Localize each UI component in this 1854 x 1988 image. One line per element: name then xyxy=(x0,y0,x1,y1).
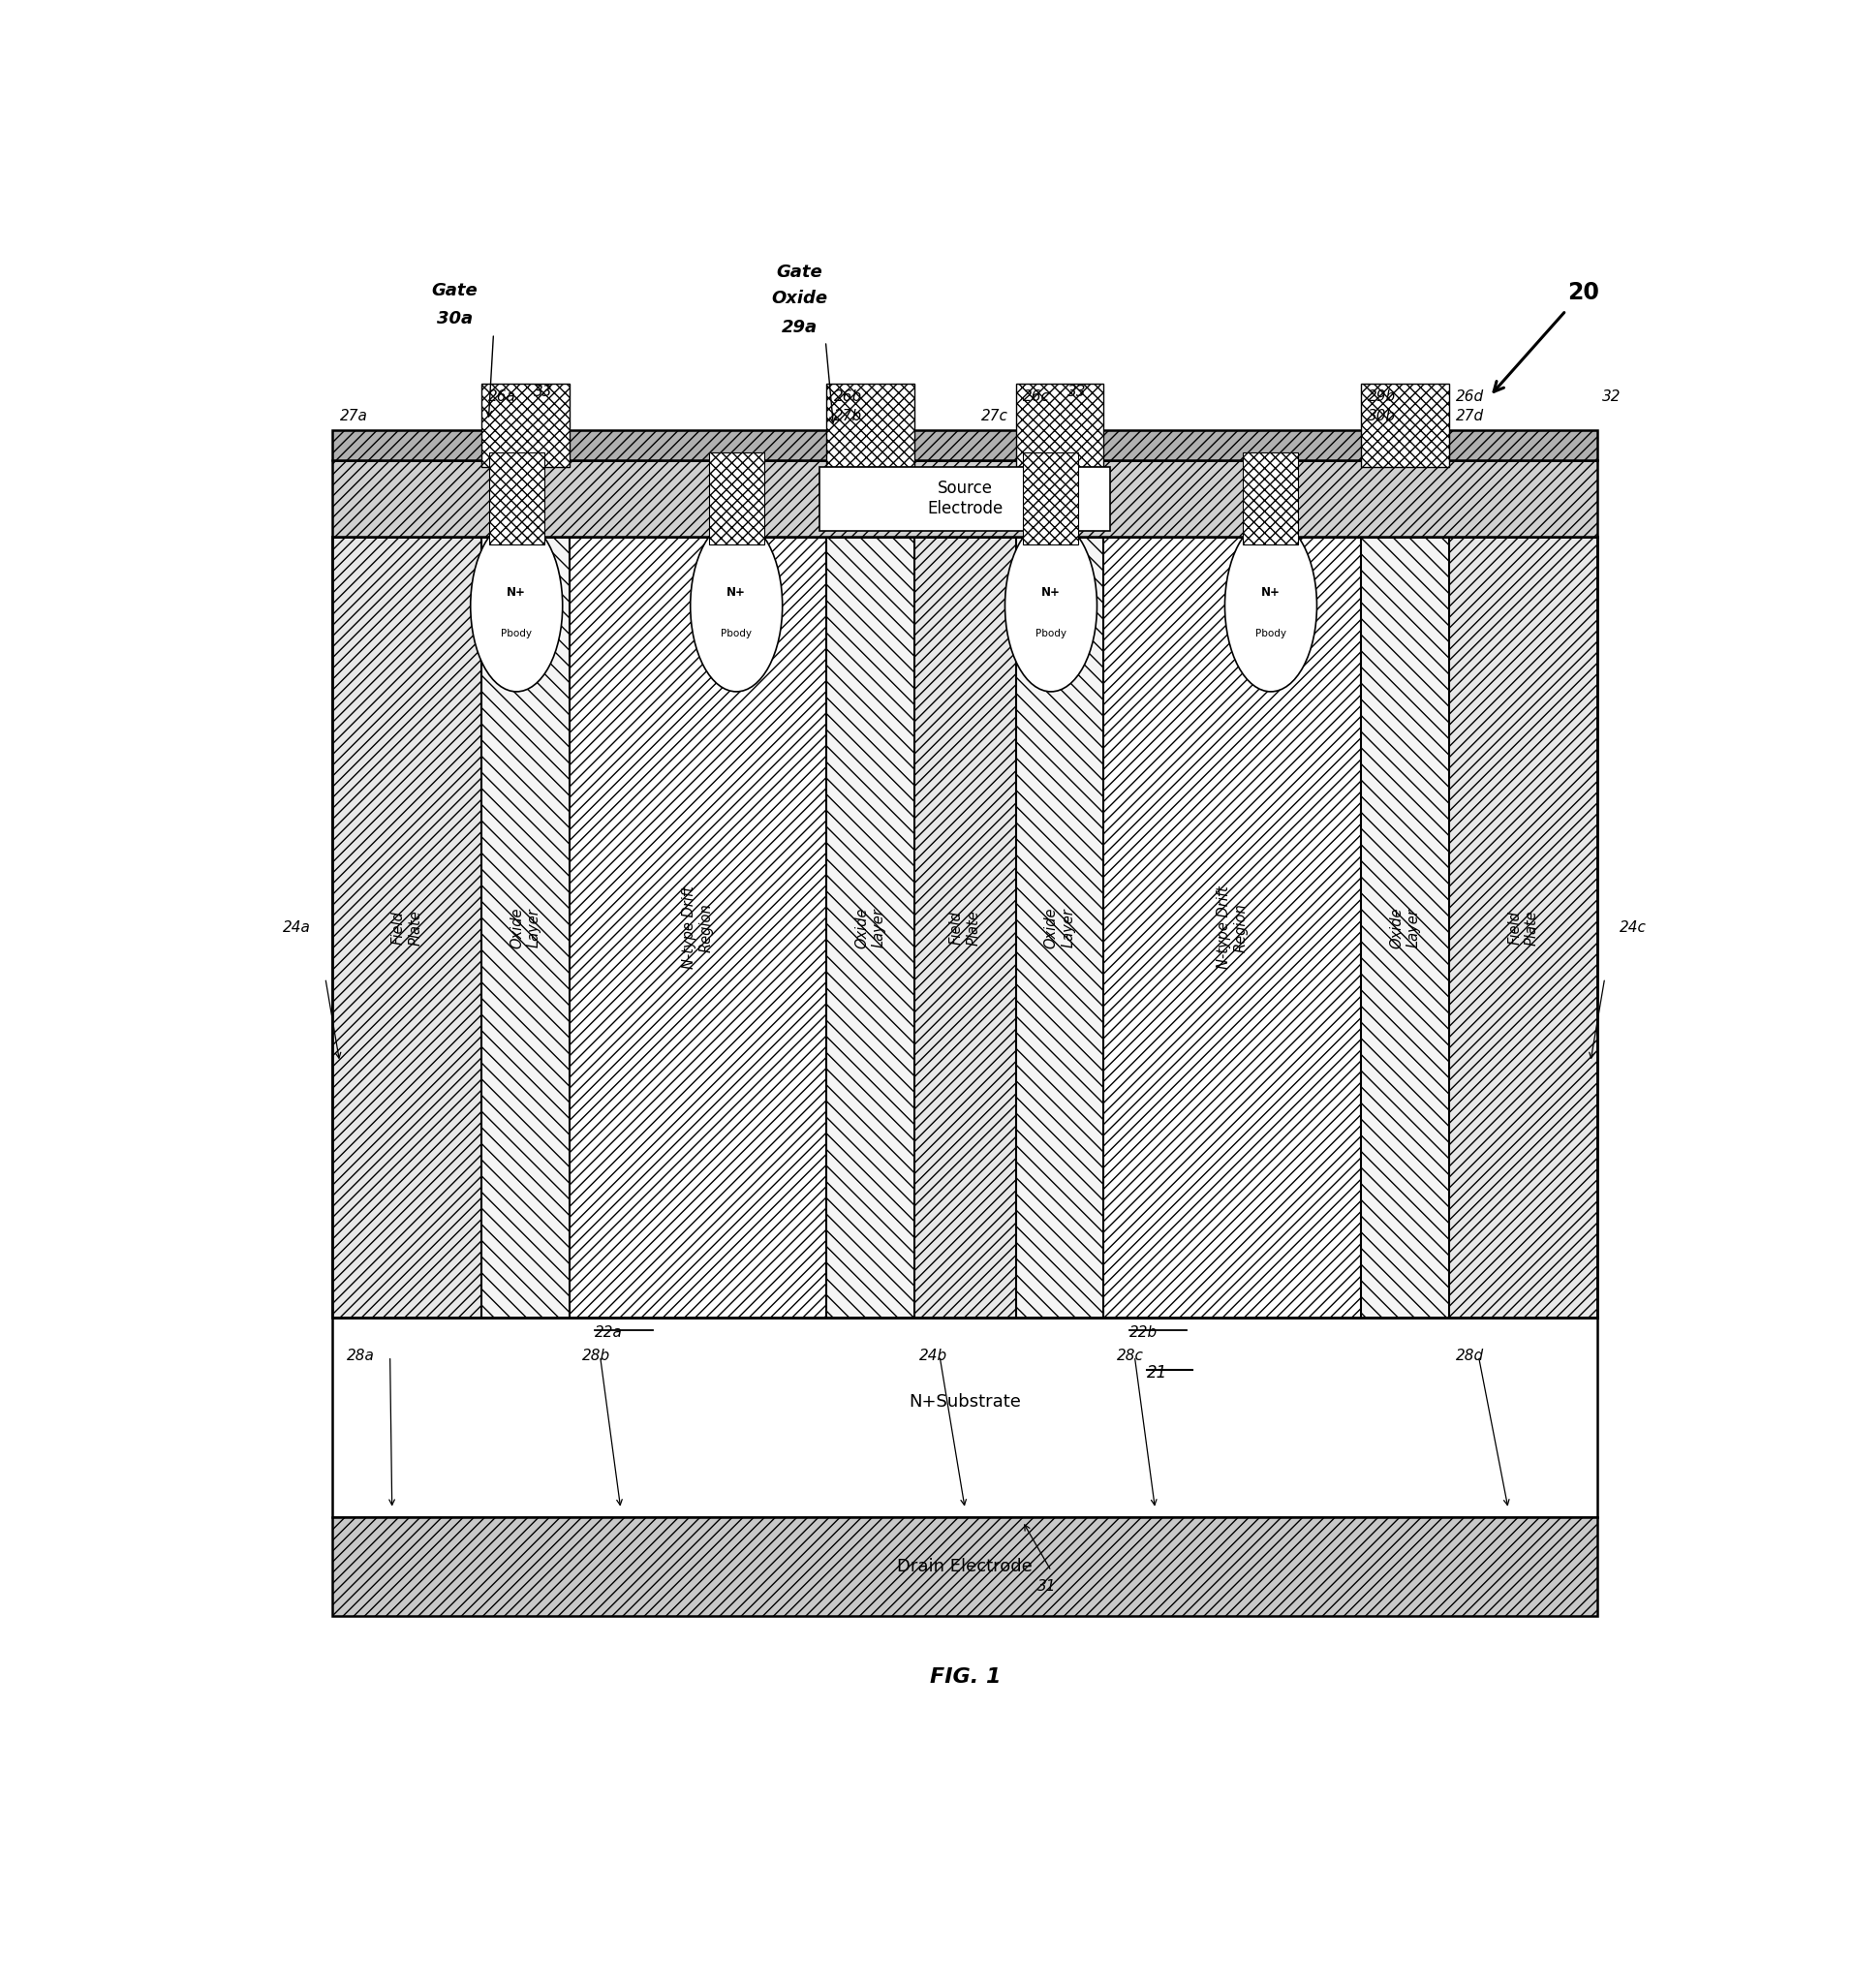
Bar xyxy=(825,384,914,467)
Text: 28b: 28b xyxy=(582,1348,610,1364)
Bar xyxy=(480,537,569,1318)
Text: Field
Plate: Field Plate xyxy=(391,911,423,944)
Text: 24b: 24b xyxy=(920,1348,947,1364)
Text: N-type Drift
Region: N-type Drift Region xyxy=(1216,887,1248,968)
Text: Drain Electrode: Drain Electrode xyxy=(897,1559,1033,1574)
Text: Field
Plate: Field Plate xyxy=(949,911,981,944)
Text: N+: N+ xyxy=(1040,586,1060,598)
Text: Gate: Gate xyxy=(432,282,478,300)
Text: Field
Plate: Field Plate xyxy=(1507,911,1539,944)
Text: Oxide
Layer: Oxide Layer xyxy=(1389,907,1420,948)
Bar xyxy=(1361,537,1448,1318)
Bar xyxy=(819,467,1111,531)
Text: 27c: 27c xyxy=(981,410,1009,423)
Text: Oxide
Layer: Oxide Layer xyxy=(855,907,886,948)
Text: 21: 21 xyxy=(1146,1364,1166,1382)
Text: 26a: 26a xyxy=(488,390,515,404)
Text: 32: 32 xyxy=(1602,390,1620,404)
Bar xyxy=(480,384,569,467)
Bar xyxy=(1361,384,1448,467)
Text: 22a: 22a xyxy=(595,1326,623,1340)
Text: Oxide
Layer: Oxide Layer xyxy=(510,907,541,948)
Text: 27d: 27d xyxy=(1455,410,1483,423)
Text: 20: 20 xyxy=(1567,280,1598,304)
Ellipse shape xyxy=(1005,521,1096,692)
Text: 29b: 29b xyxy=(1366,390,1396,404)
Bar xyxy=(332,461,1596,537)
Text: N+Substrate: N+Substrate xyxy=(908,1394,1022,1411)
Bar xyxy=(1016,384,1103,467)
Text: 22b: 22b xyxy=(1129,1326,1157,1340)
Text: 26c: 26c xyxy=(1022,390,1049,404)
Bar xyxy=(332,537,1596,1318)
Ellipse shape xyxy=(690,521,782,692)
Text: 30b: 30b xyxy=(1366,410,1396,423)
Text: 33: 33 xyxy=(1068,386,1086,400)
Text: 33: 33 xyxy=(534,386,552,400)
Bar xyxy=(1242,453,1298,545)
Text: 27a: 27a xyxy=(339,410,367,423)
Text: 26b: 26b xyxy=(832,390,862,404)
Bar xyxy=(708,453,764,545)
Text: Pbody: Pbody xyxy=(501,628,532,638)
Text: Pbody: Pbody xyxy=(1035,628,1066,638)
Text: 24a: 24a xyxy=(284,920,311,934)
Text: 26d: 26d xyxy=(1455,390,1483,404)
Text: 31: 31 xyxy=(1036,1578,1055,1594)
Bar xyxy=(1103,537,1361,1318)
Bar xyxy=(1448,537,1596,1318)
Text: N+: N+ xyxy=(1261,586,1279,598)
Text: Pbody: Pbody xyxy=(721,628,751,638)
Text: Gate: Gate xyxy=(777,264,823,282)
Ellipse shape xyxy=(471,521,562,692)
Text: FIG. 1: FIG. 1 xyxy=(929,1668,999,1688)
Text: 28c: 28c xyxy=(1116,1348,1144,1364)
Text: N+: N+ xyxy=(506,586,527,598)
Text: 30a: 30a xyxy=(436,310,473,328)
Text: 24c: 24c xyxy=(1619,920,1644,934)
Text: Oxide: Oxide xyxy=(771,290,827,308)
Text: 27b: 27b xyxy=(832,410,862,423)
Text: N+: N+ xyxy=(727,586,745,598)
Text: 28a: 28a xyxy=(347,1348,375,1364)
Bar xyxy=(332,537,480,1318)
Bar xyxy=(489,453,543,545)
Text: Source
Electrode: Source Electrode xyxy=(927,479,1003,517)
Text: 28d: 28d xyxy=(1455,1348,1483,1364)
Bar xyxy=(914,537,1016,1318)
Bar xyxy=(332,1318,1596,1517)
Text: 29a: 29a xyxy=(781,320,818,336)
Bar xyxy=(1023,453,1077,545)
Ellipse shape xyxy=(1224,521,1316,692)
Text: Pbody: Pbody xyxy=(1255,628,1285,638)
Text: Oxide
Layer: Oxide Layer xyxy=(1044,907,1075,948)
Text: N-type Drift
Region: N-type Drift Region xyxy=(682,887,714,968)
Bar xyxy=(332,429,1596,461)
Bar xyxy=(825,537,914,1318)
Bar xyxy=(1016,537,1103,1318)
Bar xyxy=(569,537,825,1318)
Bar xyxy=(332,1517,1596,1616)
